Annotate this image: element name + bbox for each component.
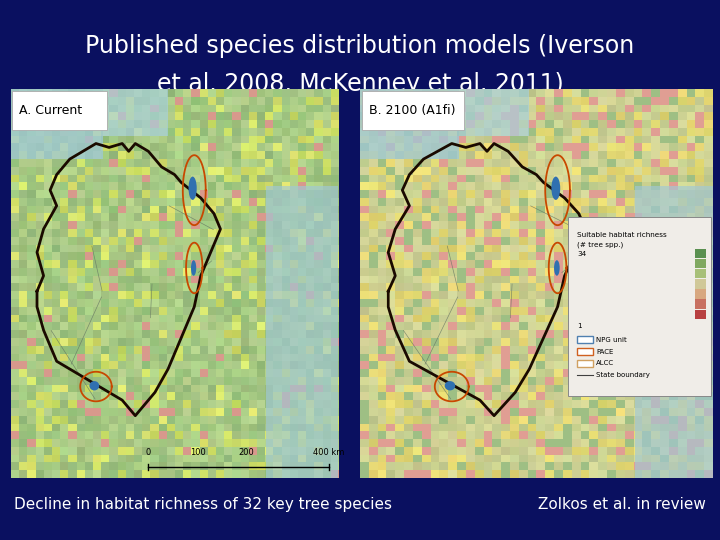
FancyBboxPatch shape bbox=[459, 89, 529, 136]
Text: 34: 34 bbox=[577, 251, 586, 258]
FancyBboxPatch shape bbox=[635, 186, 713, 478]
Ellipse shape bbox=[89, 381, 99, 390]
Bar bbox=[577, 360, 593, 367]
Text: ALCC: ALCC bbox=[596, 360, 614, 366]
Text: Decline in habitat richness of 32 key tree species: Decline in habitat richness of 32 key tr… bbox=[14, 497, 392, 512]
Bar bbox=[696, 289, 706, 299]
Bar bbox=[696, 249, 706, 258]
Text: Published species distribution models (Iverson: Published species distribution models (I… bbox=[86, 34, 634, 58]
Bar bbox=[696, 300, 706, 309]
FancyBboxPatch shape bbox=[568, 218, 711, 396]
FancyBboxPatch shape bbox=[102, 89, 168, 136]
Text: 400 km: 400 km bbox=[313, 448, 344, 456]
Text: Suitable habitat richness: Suitable habitat richness bbox=[577, 232, 667, 238]
Bar bbox=[696, 309, 706, 319]
Text: et al. 2008, McKenney et al. 2011): et al. 2008, McKenney et al. 2011) bbox=[157, 72, 563, 96]
Text: (# tree spp.): (# tree spp.) bbox=[577, 241, 624, 248]
Ellipse shape bbox=[189, 177, 197, 200]
Bar bbox=[577, 348, 593, 355]
Ellipse shape bbox=[552, 177, 560, 200]
Bar bbox=[696, 279, 706, 288]
Ellipse shape bbox=[554, 260, 559, 276]
Text: B. 2100 (A1fi): B. 2100 (A1fi) bbox=[369, 104, 455, 117]
Text: 1: 1 bbox=[577, 323, 582, 329]
Ellipse shape bbox=[191, 260, 197, 276]
Text: 0: 0 bbox=[145, 448, 151, 456]
Ellipse shape bbox=[445, 381, 455, 390]
FancyBboxPatch shape bbox=[360, 89, 459, 159]
Text: State boundary: State boundary bbox=[596, 372, 650, 378]
Text: 100: 100 bbox=[189, 448, 205, 456]
Bar bbox=[696, 269, 706, 279]
Text: 200: 200 bbox=[239, 448, 255, 456]
FancyBboxPatch shape bbox=[11, 89, 102, 159]
FancyBboxPatch shape bbox=[266, 186, 338, 478]
FancyBboxPatch shape bbox=[12, 91, 107, 130]
Text: PACE: PACE bbox=[596, 348, 613, 355]
Text: A. Current: A. Current bbox=[19, 104, 82, 117]
FancyBboxPatch shape bbox=[361, 91, 464, 130]
Text: NPG unit: NPG unit bbox=[596, 337, 627, 343]
Text: Zolkos et al. in review: Zolkos et al. in review bbox=[538, 497, 706, 512]
Bar bbox=[577, 336, 593, 343]
Bar bbox=[696, 259, 706, 268]
